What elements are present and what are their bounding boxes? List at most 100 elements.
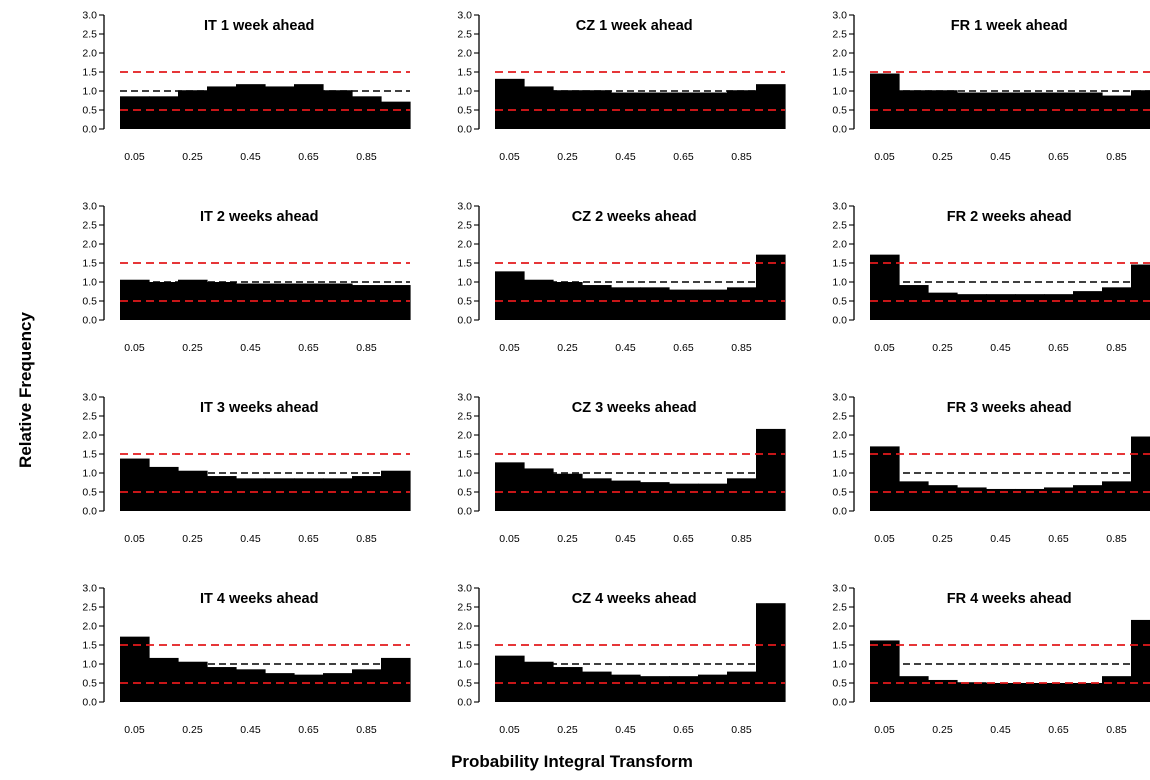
x-tick-label: 0.65 <box>1048 724 1069 736</box>
y-tick-label: 1.5 <box>832 449 847 461</box>
histogram-bar <box>756 428 786 511</box>
histogram-bar <box>495 655 525 702</box>
histogram-bar <box>381 657 411 702</box>
y-tick-label: 2.0 <box>832 430 847 442</box>
y-tick-label: 2.0 <box>457 430 472 442</box>
x-tick-label: 0.65 <box>298 151 319 163</box>
y-tick-label: 0.5 <box>457 296 472 308</box>
x-tick-label: 0.45 <box>615 533 636 545</box>
histogram-bar <box>698 674 728 702</box>
y-tick-label: 2.0 <box>82 621 97 633</box>
panel-5: 0.0 0.5 1.0 1.5 2.0 2.5 3.0 0.05 0.25 0.45 0.65 0.8… <box>457 201 786 354</box>
x-tick-label: 0.25 <box>182 151 203 163</box>
y-tick-label: 0.0 <box>82 697 97 709</box>
histogram-bar <box>928 485 958 511</box>
y-tick-label: 2.5 <box>457 220 472 232</box>
x-tick-label: 0.05 <box>499 151 520 163</box>
histogram-bar <box>1102 481 1132 511</box>
histogram-bar <box>1102 95 1132 129</box>
x-tick-label: 0.25 <box>932 533 953 545</box>
x-tick-label: 0.05 <box>874 342 895 354</box>
x-tick-label: 0.65 <box>298 533 319 545</box>
y-tick-label: 1.5 <box>82 449 97 461</box>
histogram-bar <box>352 96 382 129</box>
x-tick-label: 0.65 <box>673 342 694 354</box>
panel-title: CZ 1 week ahead <box>576 18 693 34</box>
y-tick-label: 1.5 <box>457 258 472 270</box>
histogram-bar <box>265 673 295 702</box>
figure-xlabel-wrap: Probability Integral Transform <box>0 752 1150 772</box>
y-tick-label: 0.0 <box>832 315 847 327</box>
figure-xlabel: Probability Integral Transform <box>451 752 693 771</box>
y-tick-label: 3.0 <box>457 201 472 213</box>
histogram-bar <box>957 487 987 511</box>
x-tick-label: 0.25 <box>932 724 953 736</box>
y-tick-label: 0.5 <box>457 678 472 690</box>
histogram-bar <box>178 470 208 511</box>
histogram-bar <box>149 96 179 129</box>
y-tick-label: 3.0 <box>457 583 472 595</box>
x-tick-label: 0.85 <box>1106 342 1127 354</box>
histogram-bar <box>1015 683 1045 702</box>
histogram-bar <box>1015 294 1045 320</box>
histogram-bar <box>294 674 324 702</box>
histogram-bar <box>495 462 525 511</box>
histogram-bar <box>149 657 179 702</box>
histogram-bar <box>495 271 525 320</box>
y-tick-label: 1.5 <box>82 258 97 270</box>
histogram-bar <box>524 86 554 129</box>
histogram-bar <box>207 476 237 511</box>
y-tick-label: 2.0 <box>457 48 472 60</box>
histogram-bar <box>294 478 324 511</box>
x-tick-label: 0.05 <box>874 533 895 545</box>
histogram-bar <box>524 279 554 320</box>
histogram-bar <box>120 458 150 511</box>
histogram-bar <box>524 661 554 702</box>
y-tick-label: 0.5 <box>832 487 847 499</box>
y-tick-label: 2.0 <box>457 239 472 251</box>
y-tick-label: 0.0 <box>832 697 847 709</box>
histogram-bar <box>178 279 208 320</box>
x-tick-label: 0.05 <box>499 342 520 354</box>
histogram-bar <box>352 285 382 320</box>
histogram-bar <box>1015 488 1045 511</box>
histogram-bar <box>870 446 900 511</box>
histogram-bar <box>756 603 786 702</box>
y-tick-label: 3.0 <box>832 10 847 22</box>
x-tick-label: 0.85 <box>356 533 377 545</box>
y-tick-label: 2.5 <box>832 220 847 232</box>
panel-title: IT 1 week ahead <box>204 18 314 34</box>
x-tick-label: 0.45 <box>240 151 261 163</box>
histogram-bar <box>1044 294 1074 320</box>
x-tick-label: 0.65 <box>673 533 694 545</box>
y-tick-label: 2.0 <box>832 621 847 633</box>
x-tick-label: 0.45 <box>990 151 1011 163</box>
y-tick-label: 2.5 <box>82 220 97 232</box>
x-tick-label: 0.05 <box>124 533 145 545</box>
panel-title: FR 2 weeks ahead <box>947 209 1072 225</box>
y-tick-label: 2.0 <box>82 48 97 60</box>
x-tick-label: 0.05 <box>124 151 145 163</box>
histogram-bar <box>640 482 670 511</box>
panel-title: IT 4 weeks ahead <box>200 591 318 607</box>
histogram-bar <box>611 287 641 320</box>
y-tick-label: 0.0 <box>82 506 97 518</box>
x-tick-label: 0.25 <box>932 151 953 163</box>
panel-4: 0.0 0.5 1.0 1.5 2.0 2.5 3.0 0.05 0.25 0.45 0.65 0.8… <box>82 201 411 354</box>
y-tick-label: 1.5 <box>832 67 847 79</box>
histogram-bar <box>669 289 699 320</box>
panel-title: IT 2 weeks ahead <box>200 209 318 225</box>
x-tick-label: 0.45 <box>990 724 1011 736</box>
histogram-bar <box>1073 291 1103 320</box>
y-tick-label: 0.5 <box>832 296 847 308</box>
y-tick-label: 2.0 <box>832 239 847 251</box>
histogram-bar <box>727 287 757 320</box>
panel-title: CZ 3 weeks ahead <box>572 400 697 416</box>
y-tick-label: 0.5 <box>832 105 847 117</box>
histogram-bar <box>698 483 728 511</box>
x-tick-label: 0.85 <box>731 342 752 354</box>
panel-title: CZ 2 weeks ahead <box>572 209 697 225</box>
histogram-bar <box>381 101 411 129</box>
y-tick-label: 1.5 <box>82 640 97 652</box>
panel-1: 0.0 0.5 1.0 1.5 2.0 2.5 3.0 0.05 0.25 0.45 0.65 0.8… <box>82 10 411 163</box>
